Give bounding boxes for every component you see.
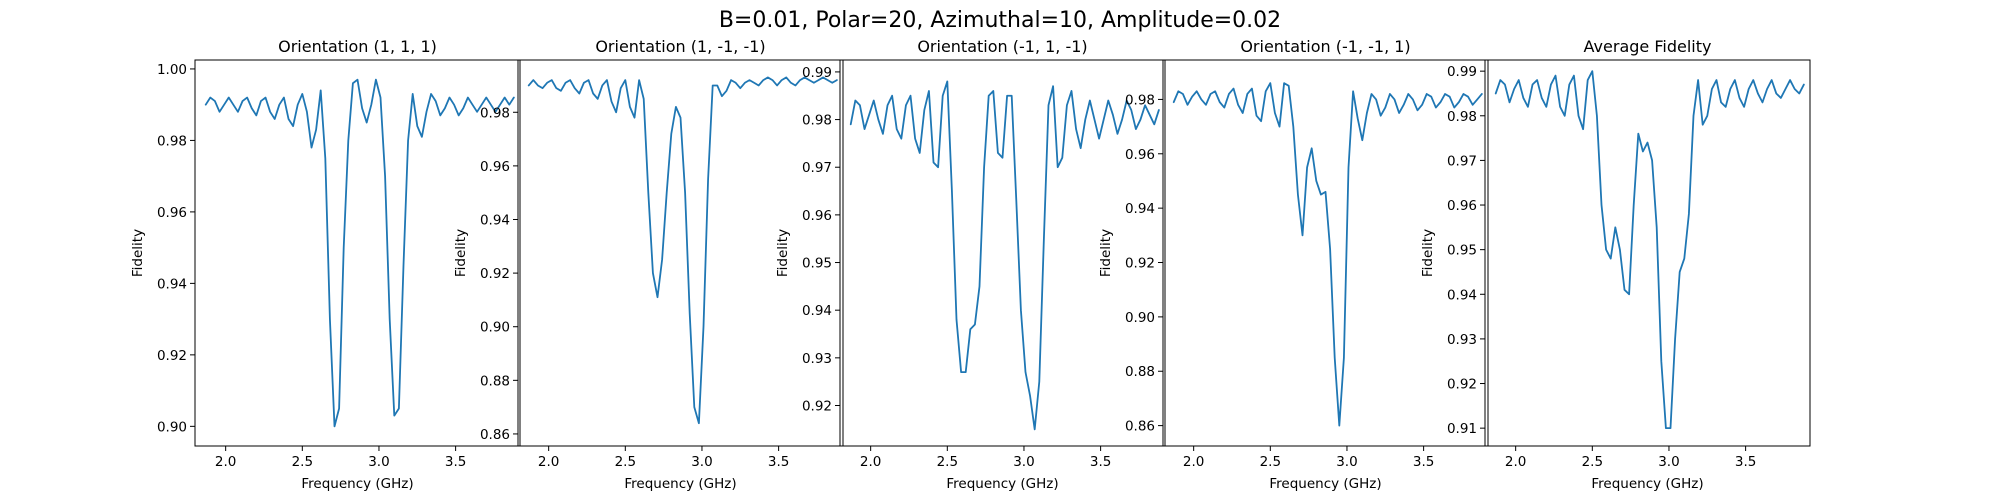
subplot-4: Orientation (-1, -1, 1) 2.0 2.5 3.0 3.5 0.86 0… xyxy=(1098,37,1489,492)
y-tick-label: 0.99 xyxy=(1447,64,1477,80)
y-tick-label: 0.86 xyxy=(480,427,510,443)
subplot-title: Orientation (1, 1, 1) xyxy=(278,37,437,56)
x-tick-label: 3.5 xyxy=(1735,454,1756,470)
y-axis-label: Fidelity xyxy=(775,229,791,277)
subplot-1: Orientation (1, 1, 1) 2.0 2.5 3.0 3.5 0.90 0.9… xyxy=(130,37,521,492)
y-tick-label: 0.96 xyxy=(802,208,832,224)
x-tick-label: 3.0 xyxy=(1013,454,1034,470)
y-axis-label: Fidelity xyxy=(130,229,146,277)
y-tick-label: 0.98 xyxy=(1447,109,1477,125)
axes-frame xyxy=(194,59,521,447)
axes-frame xyxy=(517,59,844,447)
y-tick-label: 0.94 xyxy=(802,303,832,319)
y-tick-label: 0.93 xyxy=(802,351,832,367)
subplot-title: Orientation (-1, -1, 1) xyxy=(1240,37,1410,56)
axes-frame xyxy=(839,59,1166,447)
figure-suptitle: B=0.01, Polar=20, Azimuthal=10, Amplitud… xyxy=(719,8,1281,33)
y-tick-label: 0.88 xyxy=(1125,364,1155,380)
x-tick-label: 2.5 xyxy=(937,454,958,470)
x-axis-label: Frequency (GHz) xyxy=(1591,476,1703,492)
y-tick-label: 0.90 xyxy=(1125,310,1155,326)
x-tick-label: 3.0 xyxy=(1336,454,1357,470)
y-tick-label: 0.93 xyxy=(1447,332,1477,348)
series-line xyxy=(527,76,838,425)
y-tick-label: 0.97 xyxy=(1447,153,1477,169)
series-line xyxy=(849,80,1160,431)
subplot-panels: Orientation (1, 1, 1) 2.0 2.5 3.0 3.5 0.90 0.9… xyxy=(130,37,1811,492)
y-tick-label: 1.00 xyxy=(157,62,187,78)
y-tick-label: 0.92 xyxy=(480,266,510,282)
series-line xyxy=(1494,70,1805,430)
y-tick-label: 0.98 xyxy=(480,105,510,121)
y-tick-label: 0.92 xyxy=(1447,377,1477,393)
subplot-title: Orientation (-1, 1, -1) xyxy=(917,37,1087,56)
y-tick-label: 0.88 xyxy=(480,373,510,389)
y-tick-label: 0.92 xyxy=(802,398,832,414)
x-tick-label: 2.0 xyxy=(860,454,881,470)
y-tick-label: 0.95 xyxy=(802,256,832,272)
y-tick-label: 0.96 xyxy=(1447,198,1477,214)
x-axis-label: Frequency (GHz) xyxy=(1269,476,1381,492)
subplot-2: Orientation (1, -1, -1) 2.0 2.5 3.0 3.5 0.86 0… xyxy=(453,37,844,492)
y-tick-label: 0.91 xyxy=(1447,421,1477,437)
subplot-3: Orientation (-1, 1, -1) 2.0 2.5 3.0 3.5 0.92 0… xyxy=(775,37,1166,492)
x-tick-label: 2.5 xyxy=(615,454,636,470)
x-axis-label: Frequency (GHz) xyxy=(301,476,413,492)
x-tick-label: 2.0 xyxy=(1183,454,1204,470)
axes-frame xyxy=(1162,59,1489,447)
x-tick-label: 2.0 xyxy=(538,454,559,470)
series-line xyxy=(204,78,515,428)
x-tick-label: 3.5 xyxy=(1090,454,1111,470)
y-tick-label: 0.96 xyxy=(1125,147,1155,163)
y-tick-label: 0.90 xyxy=(480,320,510,336)
x-tick-label: 3.5 xyxy=(1413,454,1434,470)
x-tick-label: 3.0 xyxy=(1658,454,1679,470)
y-axis-label: Fidelity xyxy=(1420,229,1436,277)
y-tick-label: 0.90 xyxy=(157,419,187,435)
y-tick-label: 0.99 xyxy=(802,65,832,81)
x-axis-label: Frequency (GHz) xyxy=(624,476,736,492)
y-tick-label: 0.96 xyxy=(480,159,510,175)
x-tick-label: 2.5 xyxy=(1582,454,1603,470)
subplot-title: Average Fidelity xyxy=(1584,37,1712,56)
y-tick-label: 0.97 xyxy=(802,160,832,176)
y-tick-label: 0.94 xyxy=(1447,287,1477,303)
y-tick-label: 0.98 xyxy=(157,133,187,149)
y-axis-label: Fidelity xyxy=(453,229,469,277)
y-tick-label: 0.94 xyxy=(480,212,510,228)
y-tick-label: 0.86 xyxy=(1125,419,1155,435)
x-tick-label: 3.0 xyxy=(691,454,712,470)
x-tick-label: 3.5 xyxy=(445,454,466,470)
x-tick-label: 2.0 xyxy=(215,454,236,470)
axes-frame xyxy=(1484,59,1811,447)
subplot-5: Average Fidelity 2.0 2.5 3.0 3.5 0.91 0.92 0.93… xyxy=(1420,37,1811,492)
y-tick-label: 0.96 xyxy=(157,205,187,221)
y-axis-label: Fidelity xyxy=(1098,229,1114,277)
series-line xyxy=(1172,82,1483,427)
y-tick-label: 0.94 xyxy=(157,276,187,292)
y-tick-label: 0.98 xyxy=(1125,92,1155,108)
y-tick-label: 0.92 xyxy=(1125,256,1155,272)
y-tick-label: 0.94 xyxy=(1125,201,1155,217)
x-axis-label: Frequency (GHz) xyxy=(946,476,1058,492)
y-tick-label: 0.92 xyxy=(157,348,187,364)
x-tick-label: 2.0 xyxy=(1505,454,1526,470)
x-tick-label: 2.5 xyxy=(292,454,313,470)
y-tick-label: 0.98 xyxy=(802,113,832,129)
x-tick-label: 3.0 xyxy=(368,454,389,470)
y-tick-label: 0.95 xyxy=(1447,243,1477,259)
subplot-title: Orientation (1, -1, -1) xyxy=(595,37,765,56)
x-tick-label: 2.5 xyxy=(1260,454,1281,470)
x-tick-label: 3.5 xyxy=(768,454,789,470)
